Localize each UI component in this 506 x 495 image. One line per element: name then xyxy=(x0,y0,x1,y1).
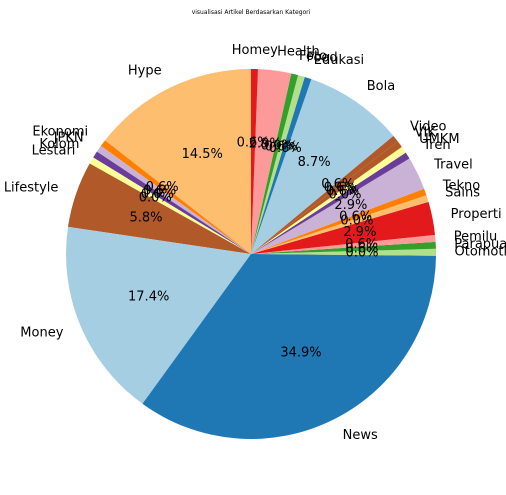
slice-percent-sains: 0.0% xyxy=(340,213,373,228)
slice-percent-vik: 0.6% xyxy=(324,181,357,196)
pie-slice-money xyxy=(66,226,251,404)
slice-label-tren: Tren xyxy=(422,138,450,153)
chart-title: visualisasi Artikel Berdasarkan Kategori xyxy=(192,9,311,16)
slice-label-parapuan: Parapuan xyxy=(454,237,506,252)
slice-percent-tekno: 0.6% xyxy=(339,209,372,224)
pie-slice-jpkn xyxy=(96,145,252,254)
slice-label-ekonomi: Ekonomi xyxy=(32,125,88,140)
slice-percent-homey: 0.6% xyxy=(237,136,270,151)
slice-label-money: Money xyxy=(20,325,63,340)
slice-label-bola: Bola xyxy=(367,79,395,94)
slice-label-pemilu: Pemilu xyxy=(454,229,498,244)
pie-slice-vik xyxy=(251,141,402,254)
slice-percent-health: 2.9% xyxy=(249,136,282,151)
pie-slice-homey xyxy=(251,69,258,254)
slice-percent-lifestyle: 5.8% xyxy=(129,211,162,226)
slice-label-kolom: Kolom xyxy=(39,137,79,152)
slice-percent-travel: 2.9% xyxy=(334,198,367,213)
slice-percent-news: 34.9% xyxy=(280,346,321,361)
pie-slice-properti xyxy=(251,201,436,254)
pie-slice-health xyxy=(251,69,292,254)
slice-label-edukasi: Edukasi xyxy=(314,53,364,68)
slice-label-sains: Sains xyxy=(445,186,480,201)
pie-percent-labels: 14.5%0.6%0.6%0.0%0.0%5.8%17.4%34.9%0.0%0… xyxy=(128,136,378,361)
slice-label-foto: Foto xyxy=(299,49,327,64)
pie-slice-video xyxy=(251,135,398,254)
slice-label-video: Video xyxy=(410,119,446,134)
pie-slice-edukasi xyxy=(251,76,312,254)
pie-slice-lestari xyxy=(89,157,251,254)
pie-slice-lifestyle xyxy=(68,163,251,254)
slice-percent-properti: 2.9% xyxy=(343,225,376,240)
slice-percent-jpkn: 0.6% xyxy=(143,183,176,198)
slice-label-food: Food xyxy=(306,51,337,66)
slice-label-travel: Travel xyxy=(433,158,473,173)
pie-slice-sains xyxy=(251,195,429,254)
slice-percent-otomotif: 0.0% xyxy=(345,245,378,260)
pie-slice-news xyxy=(142,254,436,439)
slice-percent-parapuan: 0.6% xyxy=(345,241,378,256)
pie-slice-travel xyxy=(251,158,425,254)
slice-percent-money: 17.4% xyxy=(128,290,169,305)
slice-percent-ekonomi: 0.6% xyxy=(146,180,179,195)
slice-label-umkm: UMKM xyxy=(419,132,459,147)
slice-label-lifestyle: Lifestyle xyxy=(4,181,59,196)
slice-label-health: Health xyxy=(277,45,320,60)
slice-percent-edukasi: 0.6% xyxy=(269,141,302,156)
slice-label-news: News xyxy=(343,428,378,443)
slice-label-otomotif: Otomotif xyxy=(454,245,506,260)
pie-slice-pemilu xyxy=(251,234,436,254)
slice-percent-umkm: 0.6% xyxy=(326,184,359,199)
pie-slices xyxy=(66,69,436,439)
pie-slice-kolom xyxy=(93,151,251,254)
slice-percent-foto: 0.0% xyxy=(261,139,294,154)
pie-slice-otomotif xyxy=(251,248,436,256)
slice-label-lestari: Lestari xyxy=(32,144,76,159)
slice-label-tekno: Tekno xyxy=(442,178,480,193)
slice-percent-bola: 8.7% xyxy=(298,155,331,170)
slice-label-jpkn: JPKN xyxy=(53,131,84,146)
slice-percent-food: 0.6% xyxy=(265,140,298,155)
pie-slice-foto xyxy=(251,73,299,254)
slice-label-hype: Hype xyxy=(128,64,162,79)
pie-slice-ekonomi xyxy=(100,140,251,254)
pie-slice-parapuan xyxy=(251,241,436,254)
slice-percent-tren: 0.0% xyxy=(328,187,361,202)
slice-percent-kolom: 0.0% xyxy=(141,187,174,202)
slice-percent-pemilu: 0.6% xyxy=(345,237,378,252)
slice-percent-video: 0.6% xyxy=(321,177,354,192)
pie-slice-bola xyxy=(251,79,394,255)
pie-slice-hype xyxy=(105,69,251,254)
pie-slice-tekno xyxy=(251,188,427,254)
pie-slice-umkm xyxy=(251,146,406,254)
slice-percent-lestari: 0.0% xyxy=(139,190,172,205)
pie-slice-food xyxy=(251,75,305,254)
slice-label-vik: VIK xyxy=(415,126,437,141)
pie-slice-tren xyxy=(251,152,410,254)
slice-label-homey: Homey xyxy=(232,43,278,58)
slice-label-properti: Properti xyxy=(451,207,502,222)
slice-percent-hype: 14.5% xyxy=(182,147,223,162)
